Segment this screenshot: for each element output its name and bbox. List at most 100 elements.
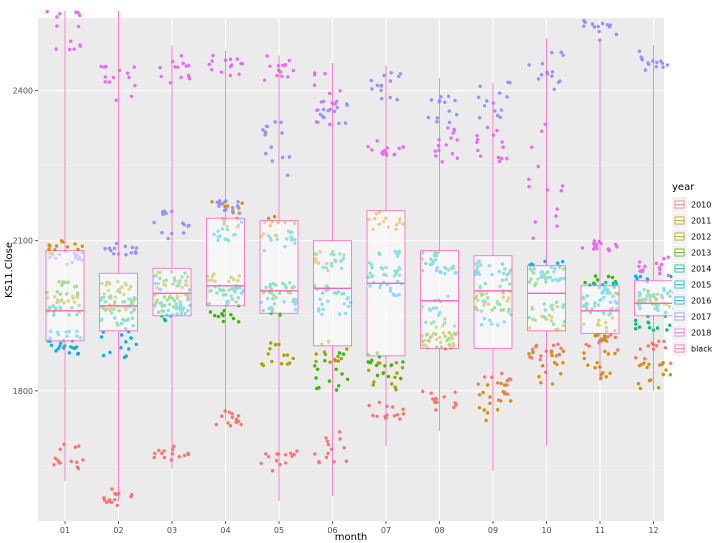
- data-point: [54, 244, 59, 248]
- data-point: [45, 9, 49, 14]
- data-point: [211, 53, 215, 58]
- data-point: [313, 364, 317, 368]
- data-point: [173, 65, 177, 69]
- data-point: [127, 75, 131, 80]
- data-point: [475, 140, 479, 144]
- data-point: [168, 81, 172, 85]
- data-point: [475, 133, 479, 138]
- data-point: [561, 53, 565, 57]
- data-point: [495, 113, 500, 118]
- data-point: [661, 65, 665, 69]
- data-point: [49, 343, 54, 347]
- data-point: [664, 368, 668, 372]
- data-point: [540, 62, 545, 66]
- data-point: [557, 352, 562, 357]
- data-point: [499, 381, 503, 386]
- data-point: [401, 360, 405, 364]
- data-point: [669, 361, 673, 365]
- data-point: [279, 362, 284, 366]
- data-point: [163, 318, 167, 323]
- data-point: [507, 377, 511, 381]
- data-point: [210, 59, 214, 63]
- data-point: [327, 91, 332, 96]
- data-point: [530, 145, 534, 149]
- data-point: [317, 386, 321, 390]
- x-tick-label: 02: [113, 526, 123, 535]
- data-point: [505, 383, 509, 387]
- data-point: [597, 29, 601, 34]
- data-point: [186, 224, 190, 228]
- data-point: [534, 343, 539, 348]
- data-point: [600, 338, 604, 343]
- data-point: [498, 91, 502, 95]
- data-point: [338, 430, 342, 434]
- data-point: [593, 366, 597, 370]
- data-point: [390, 405, 395, 409]
- data-point: [610, 275, 615, 280]
- data-point: [381, 371, 386, 375]
- data-point: [228, 424, 233, 428]
- data-point: [260, 362, 264, 366]
- data-point: [119, 346, 123, 350]
- data-point: [587, 344, 591, 348]
- box-iqr: [152, 267, 192, 317]
- data-point: [379, 88, 383, 93]
- data-point: [636, 382, 641, 386]
- legend-title: year: [672, 182, 695, 193]
- data-point: [481, 390, 485, 395]
- data-point: [276, 68, 281, 73]
- data-point: [107, 498, 112, 502]
- data-point: [102, 65, 107, 69]
- data-point: [337, 351, 342, 355]
- data-point: [527, 185, 531, 189]
- legend-label: 2014: [691, 265, 711, 274]
- data-point: [637, 264, 641, 269]
- data-point: [600, 21, 605, 26]
- data-point: [500, 371, 504, 376]
- data-point: [582, 356, 586, 361]
- data-point: [112, 246, 117, 250]
- x-tick-label: 01: [60, 526, 70, 535]
- data-point: [328, 360, 332, 364]
- data-point: [226, 421, 230, 425]
- data-point: [345, 347, 349, 351]
- data-point: [129, 251, 133, 255]
- data-point: [655, 60, 659, 65]
- data-point: [559, 372, 563, 376]
- data-point: [341, 352, 346, 356]
- data-point: [55, 24, 59, 28]
- data-point: [372, 380, 376, 384]
- data-point: [58, 12, 62, 16]
- data-point: [281, 155, 285, 160]
- data-point: [592, 239, 597, 243]
- data-point: [315, 367, 320, 371]
- data-point: [536, 77, 541, 81]
- x-tick-label: 08: [434, 526, 444, 535]
- box-iqr: [527, 265, 566, 332]
- data-point: [274, 459, 279, 463]
- data-point: [398, 417, 402, 421]
- data-point: [179, 54, 184, 58]
- data-point: [596, 24, 600, 29]
- data-point: [266, 352, 270, 356]
- data-point: [537, 375, 541, 379]
- data-point: [335, 99, 339, 104]
- box-iqr: [634, 280, 673, 317]
- data-point: [103, 80, 108, 84]
- box-iqr: [206, 217, 245, 307]
- data-point: [58, 447, 62, 451]
- data-point: [52, 463, 56, 467]
- data-point: [530, 347, 535, 352]
- data-point: [181, 231, 186, 235]
- data-point: [593, 334, 597, 338]
- data-point: [543, 122, 547, 127]
- data-point: [129, 94, 134, 99]
- data-point: [398, 72, 403, 76]
- data-point: [280, 131, 284, 135]
- data-point: [280, 74, 284, 79]
- x-axis-title: month: [335, 532, 367, 543]
- data-point: [234, 417, 239, 421]
- box-iqr: [473, 255, 513, 349]
- data-point: [443, 100, 447, 105]
- data-point: [270, 469, 275, 473]
